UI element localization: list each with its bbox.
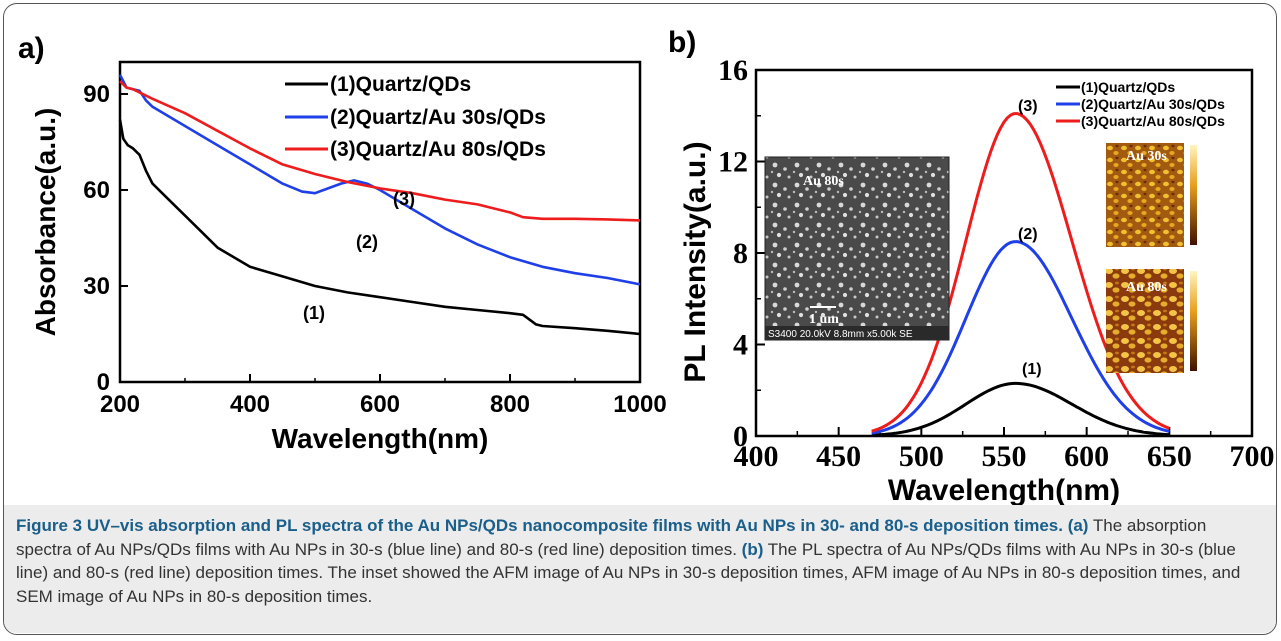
caption-text-a: The absorption spectra of Au NPs/QDs fil…: [16, 516, 1207, 559]
caption-text-b: The PL spectra of Au NPs/QDs films with …: [16, 539, 1241, 606]
caption-tag-a: (a): [1067, 516, 1089, 535]
plot-a-ytick-label: 60: [83, 177, 110, 204]
caption-tag-b: (b): [741, 539, 764, 559]
plot-b-xtick-label: 550: [982, 440, 1027, 473]
plot-b-series-line-1: [871, 381, 1170, 437]
legend-a-label-1: (1)Quartz/QDs: [330, 73, 471, 96]
afm-bottom-colorbar: [1190, 271, 1197, 371]
plot-b-ticks: 400 450 500 550 600 650 700 0 4 8 12 16: [718, 54, 1275, 473]
plot-a-annotation-3: (3): [393, 189, 415, 209]
plot-b-ylabel: PL Intensity(a.u.): [679, 141, 712, 382]
sem-info-strip: [765, 326, 949, 340]
plot-b-xtick-label: 650: [1147, 440, 1192, 473]
plot-b-ytick-label: 4: [733, 329, 748, 362]
afm-top-colorbar: [1190, 145, 1197, 245]
plot-b-ytick-label: 8: [733, 237, 748, 270]
plot-a-annotation-2: (2): [356, 232, 378, 252]
plot-b-xtick-label: 500: [899, 440, 944, 473]
sem-scale-label: 1 um: [809, 312, 839, 327]
plot-a-legend: (1)Quartz/QDs (2)Quartz/Au 30s/QDs (3)Qu…: [285, 73, 546, 161]
plot-b-xtick-label: 600: [1064, 440, 1109, 473]
legend-b-label-1: (1)Quartz/QDs: [1081, 79, 1175, 95]
plot-b-ytick-label: 12: [718, 146, 748, 179]
plot-b-series: [871, 112, 1170, 437]
afm-image-80s: [1106, 269, 1184, 373]
plot-b-ytick-label: 16: [718, 54, 748, 87]
plot-a-series-line-1: [118, 119, 641, 336]
afm-bottom-label: Au 80s: [1126, 280, 1167, 295]
plot-b-xtick-label: 400: [734, 440, 779, 473]
legend-a-label-2: (2)Quartz/Au 30s/QDs: [330, 106, 546, 129]
plot-a-ytick-label: 0: [97, 369, 110, 396]
plot-a-xtick-label: 600: [360, 391, 400, 418]
sem-image: [764, 156, 950, 341]
legend-b-label-2: (2)Quartz/Au 30s/QDs: [1081, 96, 1225, 112]
plot-b-annotation-2: (2): [1018, 226, 1038, 243]
plot-b-series-line-2: [871, 240, 1170, 435]
plot-a-xtick-label: 800: [490, 391, 530, 418]
plot-a-xtick-label: 1000: [613, 391, 666, 418]
plot-b-annotation-1: (1): [1022, 361, 1042, 378]
plot-a-series-line-3: [119, 80, 641, 222]
caption-title: Figure 3 UV–vis absorption and PL spectr…: [16, 516, 1063, 535]
afm-top-label: Au 30s: [1126, 149, 1167, 164]
plot-a-annotation-1: (1): [303, 303, 325, 323]
afm-inset-bottom: Au 80s: [1106, 269, 1197, 373]
plot-b-xtick-label: 700: [1230, 440, 1275, 473]
plot-b-annotation-3: (3): [1018, 98, 1038, 115]
figure-caption: Figure 3 UV–vis absorption and PL spectr…: [16, 514, 1266, 608]
plot-a-xtick-label: 200: [100, 391, 140, 418]
plot-a-series: [118, 74, 641, 336]
plot-a-ticks: 200 400 600 800 1000 0 30 60 90: [83, 81, 666, 418]
plot-b-xlabel: Wavelength(nm): [888, 474, 1120, 507]
sem-label: Au 80s: [803, 174, 844, 189]
plot-b-series-line-3: [871, 112, 1170, 433]
plot-b-ytick-label: 0: [733, 420, 748, 453]
plot-a-ytick-label: 90: [83, 81, 110, 108]
plot-a-ylabel: Absorbance(a.u.): [30, 108, 61, 337]
plot-a-xlabel: Wavelength(nm): [272, 423, 489, 454]
legend-b-label-3: (3)Quartz/Au 80s/QDs: [1081, 113, 1225, 129]
sem-info: S3400 20.0kV 8.8mm x5.00k SE: [768, 329, 913, 340]
plot-b-xtick-label: 450: [816, 440, 861, 473]
plot-a-ytick-label: 30: [83, 273, 110, 300]
afm-image-30s: [1106, 143, 1184, 247]
panel-label-a: a): [18, 32, 45, 65]
legend-a-label-3: (3)Quartz/Au 80s/QDs: [330, 138, 546, 161]
sem-inset: Au 80s 1 um S3400 20.0kV 8.8mm x5.00k SE: [764, 156, 950, 341]
afm-inset-top: Au 30s: [1106, 143, 1197, 247]
plot-a-xtick-label: 400: [230, 391, 270, 418]
plot-b-legend: (1)Quartz/QDs (2)Quartz/Au 30s/QDs (3)Qu…: [1056, 79, 1225, 129]
panel-label-b: b): [668, 26, 696, 59]
caption-box: [4, 505, 1276, 633]
